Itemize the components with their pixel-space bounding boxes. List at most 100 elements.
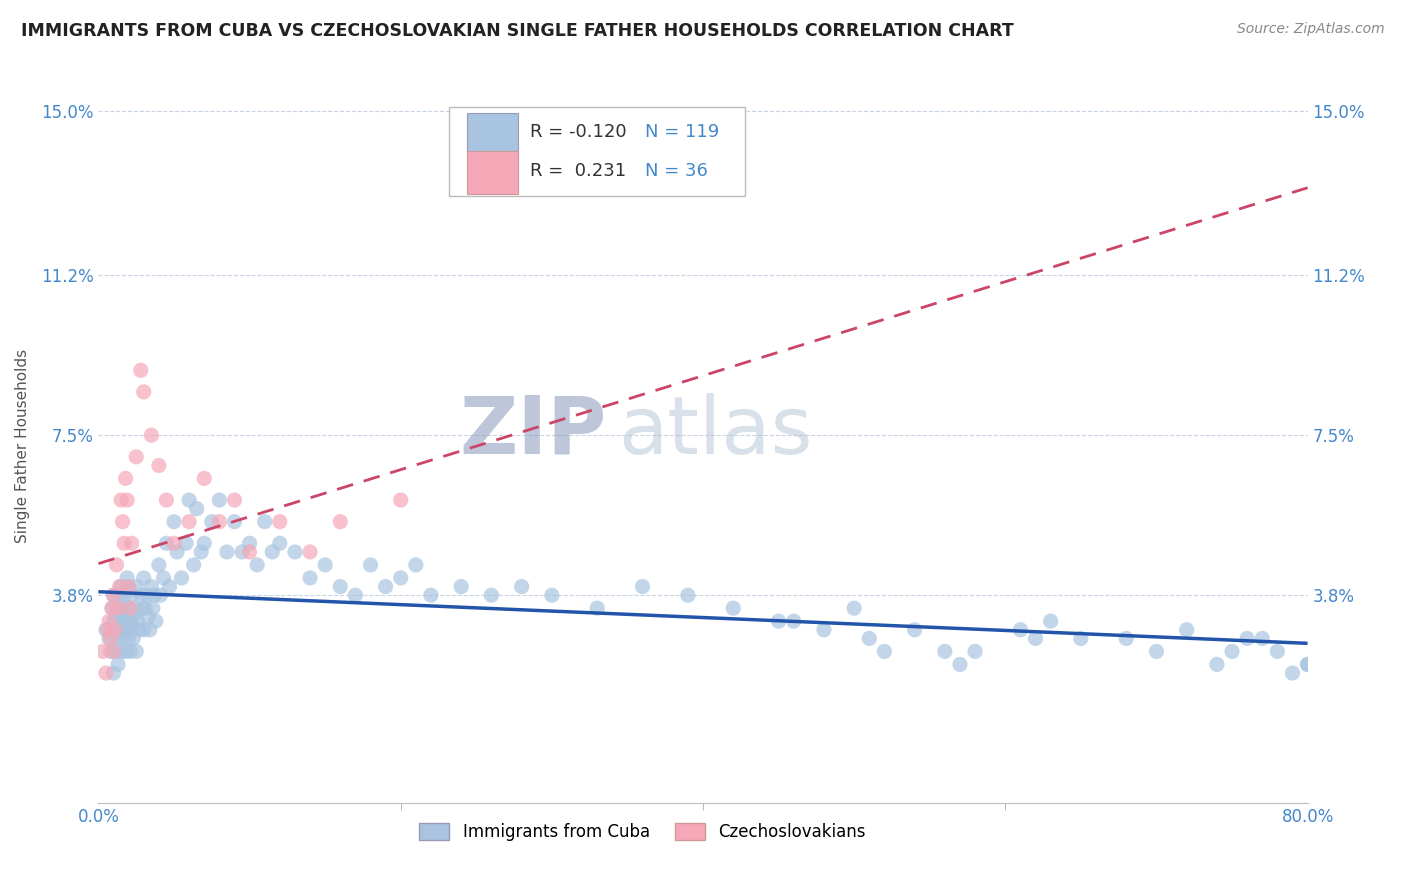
Point bbox=[1010, 623, 1032, 637]
Point bbox=[108, 588, 131, 602]
Point bbox=[121, 588, 143, 602]
Point bbox=[122, 610, 145, 624]
Point bbox=[1070, 632, 1092, 646]
Point bbox=[723, 601, 745, 615]
Point bbox=[122, 632, 145, 646]
Point bbox=[269, 536, 291, 550]
Y-axis label: Single Father Households: Single Father Households bbox=[14, 349, 30, 543]
Point bbox=[1220, 644, 1243, 658]
Point bbox=[215, 545, 238, 559]
Point bbox=[481, 588, 503, 602]
Point bbox=[1144, 644, 1167, 658]
Point bbox=[420, 588, 443, 602]
Point bbox=[108, 623, 131, 637]
Point bbox=[125, 450, 148, 464]
Point bbox=[329, 580, 352, 594]
Point bbox=[360, 558, 382, 572]
Point bbox=[132, 384, 155, 399]
Point bbox=[129, 363, 152, 377]
Point bbox=[405, 558, 427, 572]
Point bbox=[1236, 632, 1258, 646]
Point bbox=[314, 558, 336, 572]
Point bbox=[183, 558, 205, 572]
Point bbox=[110, 644, 132, 658]
FancyBboxPatch shape bbox=[449, 107, 745, 196]
Point bbox=[159, 580, 181, 594]
Point bbox=[239, 536, 262, 550]
Point bbox=[949, 657, 972, 672]
Point bbox=[94, 666, 117, 681]
Point bbox=[98, 614, 121, 628]
Point bbox=[163, 515, 186, 529]
Point bbox=[389, 571, 412, 585]
Point bbox=[132, 571, 155, 585]
Point bbox=[101, 601, 124, 615]
Point bbox=[104, 644, 127, 658]
Point bbox=[110, 580, 132, 594]
Point bbox=[783, 614, 806, 628]
Point bbox=[115, 493, 138, 508]
Point bbox=[148, 558, 170, 572]
Point bbox=[155, 493, 177, 508]
Point bbox=[118, 601, 141, 615]
Point bbox=[139, 623, 162, 637]
Point bbox=[127, 614, 149, 628]
Point bbox=[103, 588, 125, 602]
Point bbox=[112, 623, 135, 637]
Point bbox=[120, 644, 142, 658]
Point bbox=[107, 601, 129, 615]
Point bbox=[813, 623, 835, 637]
Point bbox=[103, 644, 125, 658]
Point bbox=[142, 601, 165, 615]
Point bbox=[1296, 657, 1319, 672]
Point bbox=[135, 588, 157, 602]
Text: R = -0.120: R = -0.120 bbox=[530, 123, 627, 141]
Point bbox=[1024, 632, 1046, 646]
Point bbox=[107, 601, 129, 615]
Point bbox=[631, 580, 654, 594]
Point bbox=[110, 493, 132, 508]
Point bbox=[965, 644, 987, 658]
Point bbox=[450, 580, 472, 594]
Point bbox=[100, 644, 122, 658]
Point bbox=[118, 580, 141, 594]
Point bbox=[186, 501, 208, 516]
Point bbox=[100, 632, 122, 646]
Point bbox=[1251, 632, 1274, 646]
Point bbox=[201, 515, 224, 529]
Point bbox=[768, 614, 790, 628]
Point bbox=[110, 614, 132, 628]
Point bbox=[108, 580, 131, 594]
Point bbox=[105, 632, 128, 646]
Point bbox=[904, 623, 927, 637]
Point bbox=[284, 545, 307, 559]
Text: Source: ZipAtlas.com: Source: ZipAtlas.com bbox=[1237, 22, 1385, 37]
Point bbox=[141, 428, 163, 442]
Point bbox=[1115, 632, 1137, 646]
Point bbox=[152, 571, 174, 585]
Point bbox=[190, 545, 212, 559]
Point bbox=[134, 601, 156, 615]
Point bbox=[107, 657, 129, 672]
Point bbox=[148, 458, 170, 473]
Point bbox=[124, 601, 146, 615]
Point bbox=[105, 558, 128, 572]
Text: N = 36: N = 36 bbox=[645, 161, 707, 179]
Text: atlas: atlas bbox=[619, 392, 813, 471]
Point bbox=[540, 588, 562, 602]
Text: IMMIGRANTS FROM CUBA VS CZECHOSLOVAKIAN SINGLE FATHER HOUSEHOLDS CORRELATION CHA: IMMIGRANTS FROM CUBA VS CZECHOSLOVAKIAN … bbox=[21, 22, 1014, 40]
Point bbox=[118, 632, 141, 646]
Point bbox=[155, 536, 177, 550]
Point bbox=[374, 580, 396, 594]
Point bbox=[120, 601, 142, 615]
Point bbox=[858, 632, 880, 646]
Point bbox=[103, 666, 125, 681]
Point bbox=[111, 632, 134, 646]
Point bbox=[253, 515, 276, 529]
Point bbox=[1296, 657, 1319, 672]
Point bbox=[112, 536, 135, 550]
Point bbox=[111, 601, 134, 615]
Point bbox=[114, 610, 136, 624]
Point bbox=[129, 588, 152, 602]
Point bbox=[136, 610, 159, 624]
